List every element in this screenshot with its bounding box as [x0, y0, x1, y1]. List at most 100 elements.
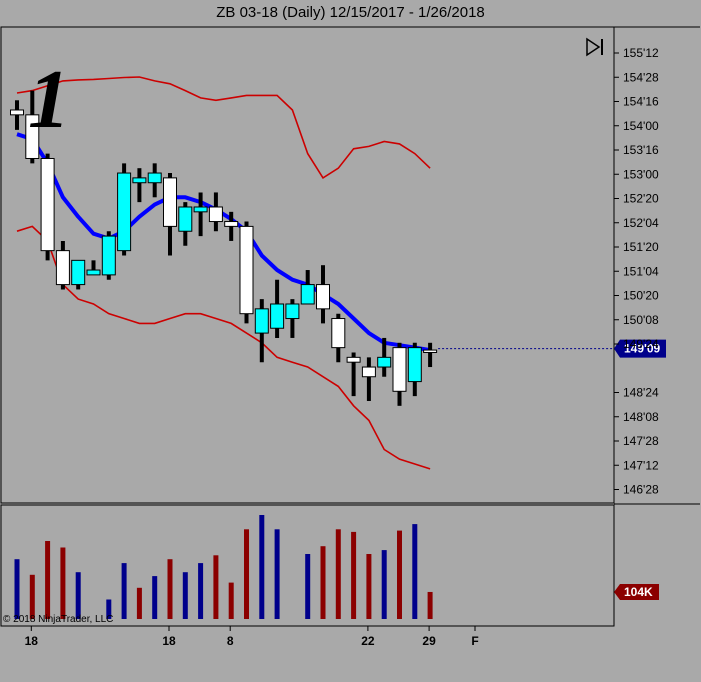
- date-tick-label: F: [471, 634, 478, 648]
- volume-bar: [106, 599, 112, 619]
- price-tick-label: 150'08: [623, 313, 659, 327]
- candle-body: [300, 284, 315, 305]
- volume-bar: [274, 529, 280, 619]
- candle: [193, 192, 208, 237]
- last-price-label: 149'09: [624, 342, 661, 356]
- price-tick-label: 148'24: [623, 386, 659, 400]
- candle-body: [270, 303, 285, 329]
- volume-bar: [152, 576, 158, 619]
- candle-body: [208, 206, 223, 223]
- candle: [254, 299, 269, 363]
- candle-body: [117, 172, 132, 252]
- date-axis: 18 18 8 22 29 F: [25, 626, 479, 648]
- volume-bar: [397, 530, 402, 619]
- candle: [423, 342, 438, 368]
- volume-bar: [60, 547, 66, 619]
- price-tick-label: 152'20: [623, 192, 659, 206]
- candle-body: [224, 221, 239, 227]
- volume-bar: [198, 563, 204, 619]
- moving-average-line: [16, 132, 431, 353]
- volume-bar: [121, 563, 127, 619]
- candle: [270, 279, 285, 338]
- moving-average: [16, 132, 431, 353]
- price-tick-label: 154'16: [623, 95, 659, 109]
- price-tick-label: 153'16: [623, 143, 659, 157]
- candle: [132, 168, 147, 203]
- volume-bar: [29, 574, 35, 619]
- candle: [407, 342, 422, 397]
- candle: [300, 270, 315, 305]
- chart-title: ZB 03-18 (Daily) 12/15/2017 - 1/26/2018: [216, 4, 485, 21]
- overlay-digit: 1: [28, 53, 70, 146]
- date-tick-label: 8: [227, 634, 234, 648]
- candle-body: [147, 172, 162, 184]
- candle: [361, 357, 376, 401]
- volume-marker: [614, 583, 659, 600]
- candle: [55, 240, 70, 290]
- candles: [10, 90, 438, 406]
- candle: [71, 259, 86, 290]
- volume-bar: [412, 524, 418, 619]
- candle-body: [10, 109, 24, 116]
- volume-marker-label: 104K: [624, 585, 653, 599]
- volume-panel: [0, 504, 615, 627]
- volume-bar: [167, 559, 173, 619]
- play-end-icon[interactable]: [584, 37, 606, 57]
- date-tick-label: 18: [25, 634, 39, 648]
- candle: [331, 313, 346, 363]
- candle-body: [71, 259, 86, 286]
- candle: [101, 231, 116, 280]
- candle-body: [361, 366, 376, 378]
- price-tick-label: 153'00: [623, 167, 659, 181]
- volume-bar: [381, 550, 387, 619]
- candle-body: [193, 206, 208, 213]
- volume-bar: [320, 546, 326, 619]
- candle: [239, 221, 254, 324]
- candle-body: [40, 157, 55, 252]
- price-tick-label: 152'04: [623, 216, 659, 230]
- price-axis: 155'12 154'28 154'16 154'00 153'16 153'00 152'…: [614, 46, 659, 497]
- volume-bar: [213, 555, 219, 619]
- lower-band-line: [16, 225, 431, 470]
- price-tick-label: 154'28: [623, 70, 659, 84]
- price-tick-label: 147'28: [623, 434, 659, 448]
- candle: [285, 299, 300, 338]
- candle: [25, 90, 40, 164]
- volume-bar: [335, 529, 341, 619]
- price-panel: [0, 26, 615, 504]
- candle-body: [86, 269, 101, 276]
- candle-body: [285, 303, 300, 320]
- candle-body: [316, 284, 330, 310]
- volume-bar: [244, 529, 249, 619]
- candle-body: [407, 347, 422, 383]
- price-tick-label: 155'12: [623, 46, 659, 60]
- volume-bar: [366, 554, 372, 619]
- volume-bars: 104K: [14, 515, 659, 619]
- date-tick-label: 18: [162, 634, 176, 648]
- price-tick-label: 146'28: [623, 483, 659, 497]
- candle: [316, 265, 330, 324]
- candle: [117, 163, 132, 256]
- price-tick-label: 148'08: [623, 410, 659, 424]
- bollinger-bands: [16, 76, 431, 470]
- volume-bar: [136, 587, 142, 619]
- volume-bar: [182, 572, 188, 619]
- candle-body: [25, 114, 40, 159]
- candle-body: [254, 308, 269, 334]
- candle-body: [101, 235, 116, 276]
- candle: [10, 100, 24, 130]
- candle-body: [132, 177, 147, 184]
- price-tick-label: 150'20: [623, 289, 659, 303]
- candle: [377, 337, 392, 377]
- candle-body: [377, 356, 392, 368]
- candle: [224, 211, 239, 241]
- price-tick-label: 154'00: [623, 119, 659, 133]
- last-price-line: 149'09: [438, 339, 666, 358]
- candle-body: [178, 206, 193, 232]
- candle-body: [346, 356, 361, 363]
- candle-body: [55, 250, 70, 286]
- price-tick-label: 151'20: [623, 240, 659, 254]
- volume-bar: [14, 559, 20, 619]
- candle: [86, 260, 101, 276]
